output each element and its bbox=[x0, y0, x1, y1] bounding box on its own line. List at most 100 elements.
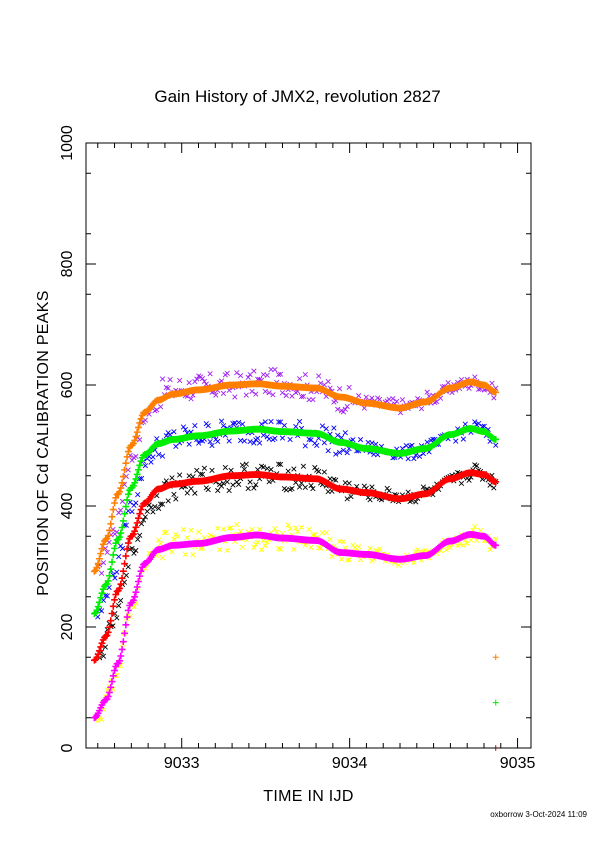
data-point-0-137 bbox=[356, 393, 362, 399]
data-point-2-12 bbox=[117, 543, 124, 549]
data-point-2-120 bbox=[323, 426, 329, 432]
data-point-4-16 bbox=[125, 564, 131, 570]
data-point-2-97 bbox=[279, 435, 286, 441]
fit-point-7-31 bbox=[129, 596, 137, 604]
data-point-4-71 bbox=[230, 482, 236, 488]
data-point-0-113 bbox=[310, 396, 316, 403]
data-point-4-74 bbox=[236, 481, 242, 488]
data-point-2-74 bbox=[236, 419, 242, 426]
data-point-6-75 bbox=[237, 528, 244, 534]
data-point-4-11 bbox=[116, 603, 122, 609]
data-point-4-78 bbox=[243, 461, 249, 467]
data-point-6-129 bbox=[340, 539, 347, 545]
fit-point-1-26 bbox=[123, 453, 131, 461]
fit-point-5-26 bbox=[123, 545, 131, 553]
data-point-0-79 bbox=[245, 374, 251, 380]
data-point-6-117 bbox=[317, 545, 324, 551]
data-point-2-200 bbox=[475, 420, 482, 427]
fit-point-1-12 bbox=[106, 526, 113, 534]
plot-frame bbox=[85, 142, 532, 749]
data-point-4-49 bbox=[188, 485, 194, 492]
fit-point-5-15 bbox=[109, 602, 117, 610]
chart-axes: 0 200 400 600 800 1000 9033 9034 9035 bbox=[59, 125, 535, 772]
fit-point-5-13 bbox=[107, 617, 115, 625]
data-point-0-69 bbox=[226, 387, 232, 393]
data-point-0-55 bbox=[199, 375, 206, 382]
data-point-4-30 bbox=[152, 504, 158, 510]
fit-point-5-37 bbox=[137, 506, 145, 513]
data-point-4-96 bbox=[277, 461, 284, 468]
fit-point-1-13 bbox=[107, 520, 115, 528]
fit-point-7-25 bbox=[122, 621, 130, 629]
fit-point-1-2 bbox=[93, 564, 101, 571]
data-point-6-76 bbox=[239, 544, 246, 550]
fit-point-1-17 bbox=[112, 494, 120, 502]
data-point-4-77 bbox=[241, 466, 247, 472]
data-point-2-93 bbox=[272, 435, 278, 441]
data-point-6-84 bbox=[255, 539, 261, 546]
data-point-2-192 bbox=[460, 436, 466, 442]
chart-marks bbox=[90, 366, 500, 751]
data-point-0-38 bbox=[167, 376, 173, 383]
data-point-0-43 bbox=[177, 377, 183, 384]
fit-point-7-32 bbox=[131, 593, 139, 601]
data-point-4-37 bbox=[165, 498, 171, 504]
data-point-4-24 bbox=[140, 517, 147, 523]
data-point-6-111 bbox=[306, 526, 312, 532]
data-point-6-53 bbox=[196, 529, 202, 535]
fit-point-1-0 bbox=[90, 567, 98, 575]
data-point-6-49 bbox=[188, 527, 194, 533]
fit-point-1-35 bbox=[135, 424, 142, 431]
y-axis-label: POSITION OF Cd CALIBRATION PEAKS bbox=[35, 290, 52, 596]
fit-point-7-11 bbox=[104, 693, 112, 700]
fit-point-7-12 bbox=[106, 689, 113, 696]
fit-point-3-11 bbox=[104, 577, 112, 585]
data-point-6-100 bbox=[285, 522, 291, 528]
data-point-6-68 bbox=[224, 547, 230, 554]
fit-point-1-23 bbox=[119, 473, 127, 480]
data-point-0-97 bbox=[279, 390, 286, 396]
data-point-4-25 bbox=[142, 514, 148, 520]
data-point-4-48 bbox=[186, 473, 192, 479]
data-point-6-42 bbox=[175, 533, 181, 539]
data-point-2-163 bbox=[405, 456, 411, 462]
data-point-0-20 bbox=[133, 453, 139, 460]
fit-point-3-4 bbox=[96, 598, 103, 606]
data-point-2-166 bbox=[411, 456, 417, 462]
data-point-4-63 bbox=[215, 487, 221, 494]
data-point-4-167 bbox=[413, 499, 419, 505]
data-point-2-119 bbox=[321, 440, 327, 446]
data-point-4-34 bbox=[159, 501, 166, 507]
fit-point-7-33 bbox=[132, 588, 140, 596]
fit-point-5-25 bbox=[122, 552, 130, 560]
fit-point-1-3 bbox=[94, 560, 102, 567]
data-point-0-126 bbox=[335, 406, 341, 412]
fit-point-3-3 bbox=[94, 603, 102, 611]
data-point-4-114 bbox=[312, 464, 318, 471]
data-point-0-62 bbox=[213, 392, 219, 398]
data-point-2-118 bbox=[319, 423, 326, 429]
data-point-0-5 bbox=[104, 549, 110, 556]
data-point-0-207 bbox=[489, 380, 495, 386]
data-point-2-28 bbox=[148, 459, 154, 465]
data-point-2-106 bbox=[296, 418, 303, 425]
fit-point-5-6 bbox=[98, 639, 106, 647]
fit-point-1-6 bbox=[98, 545, 106, 553]
data-point-0-93 bbox=[272, 367, 278, 373]
data-point-2-53 bbox=[196, 440, 202, 446]
data-point-0-66 bbox=[220, 390, 227, 397]
fit-point-3-34 bbox=[133, 471, 141, 478]
data-point-4-19 bbox=[131, 550, 137, 556]
data-point-4-125 bbox=[333, 477, 339, 483]
fit-point-5-14 bbox=[108, 610, 116, 617]
data-point-0-37 bbox=[165, 385, 171, 391]
data-point-4-55 bbox=[199, 471, 206, 477]
data-point-0-132 bbox=[346, 384, 352, 390]
data-point-0-59 bbox=[207, 371, 213, 377]
data-point-2-169 bbox=[416, 453, 423, 460]
data-point-4-32 bbox=[156, 505, 162, 512]
data-point-2-29 bbox=[150, 454, 156, 460]
data-point-4-80 bbox=[247, 479, 253, 485]
data-point-0-108 bbox=[300, 393, 307, 399]
fit-point-3-17 bbox=[112, 539, 120, 547]
